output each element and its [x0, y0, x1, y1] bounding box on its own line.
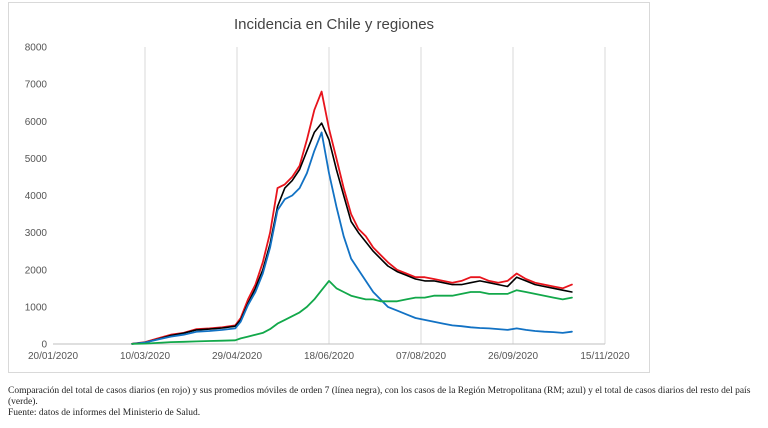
y-tick-label: 0	[41, 340, 47, 351]
chart-svg: Incidencia en Chile y regiones 20/01/202…	[25, 16, 630, 363]
grid-layer	[144, 47, 606, 344]
y-tick-label: 6000	[25, 117, 48, 128]
x-tick-label: 07/08/2020	[396, 351, 446, 362]
x-tick-label: 29/04/2020	[212, 351, 262, 362]
caption-text: Comparación del total de casos diarios (…	[8, 386, 751, 407]
y-tick-label: 8000	[25, 43, 48, 54]
x-tick-label: 18/06/2020	[304, 351, 354, 362]
x-tick-label: 15/11/2020	[580, 351, 630, 362]
y-tick-label: 1000	[25, 302, 48, 313]
series-layer	[131, 90, 573, 345]
y-tick-label: 5000	[25, 154, 48, 165]
x-tick-label: 26/09/2020	[488, 351, 538, 362]
series-line-4	[131, 279, 573, 345]
y-tick-label: 4000	[25, 191, 48, 202]
x-tick-label: 10/03/2020	[120, 351, 170, 362]
chart-frame: Incidencia en Chile y regiones 20/01/202…	[8, 2, 650, 373]
series-line-3	[131, 131, 573, 345]
x-tick-label: 20/01/2020	[28, 351, 78, 362]
y-tick-label: 7000	[25, 80, 48, 91]
series-line-1	[131, 90, 573, 345]
caption-source: Fuente: datos de informes del Ministerio…	[8, 408, 201, 418]
axis-layer: 20/01/2020 10/03/2020 29/04/2020 18/06/2020…	[25, 43, 630, 363]
y-tick-label: 3000	[25, 228, 48, 239]
caption: Comparación del total de casos diarios (…	[8, 386, 764, 419]
series-line-2	[131, 122, 573, 345]
y-tick-label: 2000	[25, 265, 48, 276]
chart-title: Incidencia en Chile y regiones	[234, 16, 434, 33]
